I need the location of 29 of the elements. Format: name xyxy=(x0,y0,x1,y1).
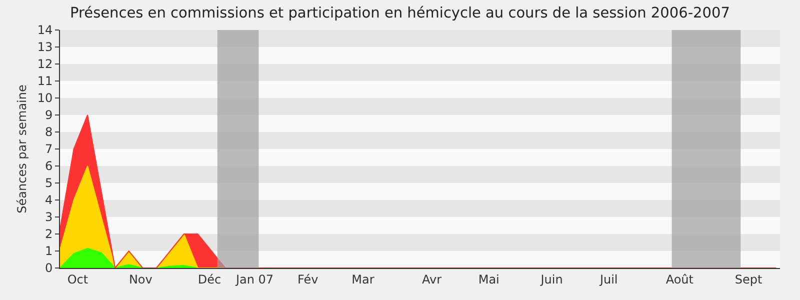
x-tick-label: Avr xyxy=(422,272,442,286)
y-tick-label: 2 xyxy=(44,227,53,242)
y-tick-label: 10 xyxy=(37,91,53,106)
x-tick-label: Août xyxy=(666,272,694,286)
chart-title: Présences en commissions et participation en hémicycle au cours de la session 2006-2007 xyxy=(70,6,730,22)
y-tick-label: 11 xyxy=(37,74,53,88)
y-tick-label: 9 xyxy=(44,108,53,122)
y-axis-title: Séances par semaine xyxy=(15,84,29,214)
y-tick-label: 8 xyxy=(44,125,53,140)
x-tick-label: Sept xyxy=(734,272,762,286)
y-tick-label: 6 xyxy=(44,159,53,174)
y-tick-label: 5 xyxy=(44,176,53,190)
y-tick-label: 13 xyxy=(37,40,53,54)
y-tick-label: 12 xyxy=(37,57,53,72)
y-tick-label: 14 xyxy=(37,23,53,38)
x-tick-label: Oct xyxy=(67,272,88,286)
y-tick-label: 1 xyxy=(44,244,53,258)
y-tick-label: 7 xyxy=(44,142,53,156)
y-tick-label: 3 xyxy=(44,210,53,224)
x-tick-label: Mar xyxy=(352,272,374,286)
y-tick-label: 0 xyxy=(44,261,53,276)
x-tick-label: Nov xyxy=(128,272,152,286)
x-tick-label: Mai xyxy=(478,272,500,286)
x-tick-label: Fév xyxy=(298,272,318,286)
y-tick-label: 4 xyxy=(44,193,53,208)
x-tick-label: Juil xyxy=(598,272,618,286)
x-tick-label: Juin xyxy=(540,272,563,286)
x-tick-label: Déc xyxy=(198,272,222,286)
x-tick-label: Jan 07 xyxy=(234,272,274,286)
